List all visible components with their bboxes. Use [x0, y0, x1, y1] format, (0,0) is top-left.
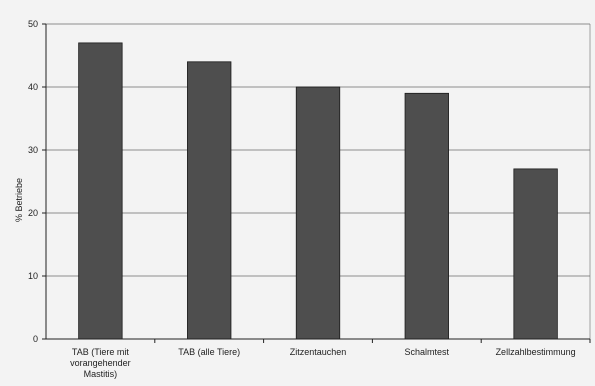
y-axis-title: % Betriebe	[14, 178, 24, 222]
y-tick-label: 40	[28, 82, 38, 92]
bar-4	[404, 92, 449, 340]
bar-5	[513, 168, 558, 340]
bar-3	[295, 86, 341, 340]
x-tick-label: TAB (alle Tiere)	[178, 347, 240, 357]
x-tick-label: TAB (Tiere mit vorangehender Mastitis)	[70, 347, 131, 379]
bar-2	[187, 61, 232, 340]
x-tick-label: Zitzentauchen	[290, 347, 347, 357]
x-tick-label: Schalmtest	[405, 347, 450, 357]
y-tick-label: 50	[28, 19, 38, 29]
y-tick-label: 0	[33, 334, 38, 344]
x-tick-label: Zellzahlbestimmung	[496, 347, 576, 357]
y-tick-label: 30	[28, 145, 38, 155]
y-tick-label: 10	[28, 271, 38, 281]
axis-layer	[42, 23, 591, 343]
bar-1	[78, 42, 123, 340]
bars-layer	[78, 42, 558, 340]
labels-layer: 0 10 20 30 40 50 TAB (Tiere mit vorangehender Ma…	[28, 19, 576, 379]
y-tick-label: 20	[28, 208, 38, 218]
